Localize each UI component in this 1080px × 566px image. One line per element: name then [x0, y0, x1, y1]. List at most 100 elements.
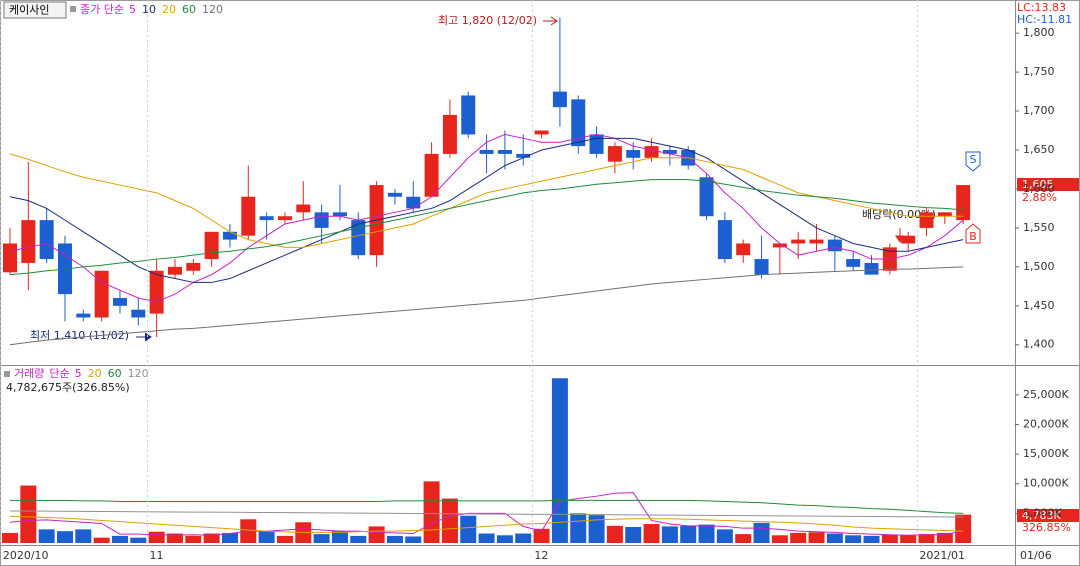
volume-bar: [386, 535, 403, 543]
moving-average-line: [9, 179, 964, 276]
volume-bar: [2, 532, 18, 543]
ticker-name: 케이사인: [9, 4, 49, 17]
volume-bar: [111, 535, 128, 543]
candle-body: [387, 192, 402, 197]
volume-bar: [680, 525, 697, 543]
legend-entry: 5: [75, 367, 82, 380]
volume-bar: [955, 514, 972, 543]
moving-average-line: [9, 492, 964, 536]
y-tick-label: 1,600: [1023, 182, 1055, 195]
y-tick-label: 1,400: [1023, 338, 1055, 351]
candle-body: [461, 95, 476, 135]
volume-bar: [753, 522, 770, 543]
candle-body: [131, 309, 146, 318]
legend-entry: 120: [202, 3, 223, 16]
volume-bar: [313, 534, 330, 543]
volume-summary: 4,782,675주(326.85%): [6, 381, 130, 394]
volume-bar: [570, 513, 587, 543]
volume-bar: [881, 534, 898, 543]
candle-body: [956, 185, 971, 221]
candle-body: [332, 212, 347, 217]
moving-average-line: [9, 266, 964, 346]
volume-ratio: 326.85%: [1022, 521, 1071, 534]
candle-body: [204, 231, 219, 260]
candle-body: [552, 91, 567, 108]
volume-bar: [368, 526, 385, 543]
moving-average-line: [9, 133, 964, 303]
legend-entry: 20: [162, 3, 176, 16]
volume-bar: [588, 515, 605, 543]
candle-body: [827, 239, 842, 252]
volume-bar: [808, 532, 825, 543]
candle-body: [516, 153, 531, 158]
volume-bar: [130, 537, 147, 543]
change-label: 2.88%: [1022, 191, 1057, 204]
moving-average-line: [10, 499, 964, 514]
candle-body: [571, 99, 586, 147]
candle-body: [846, 259, 861, 267]
volume-bar: [166, 533, 183, 543]
y-tick-label: 1,750: [1023, 65, 1055, 78]
volume-bar: [625, 527, 642, 543]
last-price-box: [1017, 178, 1079, 191]
volume-bar: [20, 485, 37, 543]
sell-marker-shape: [965, 151, 981, 172]
volume-bar: [515, 533, 532, 543]
volume-bar: [771, 535, 788, 543]
hc-label: HC:-11.81: [1017, 13, 1072, 26]
x-tick-label: 12: [534, 549, 548, 562]
volume-bar: [148, 531, 165, 543]
volume-bar: [863, 535, 880, 543]
candle-body: [39, 220, 54, 260]
candle-body: [76, 313, 91, 318]
moving-average-line: [10, 510, 964, 518]
volume-legend-icon: [4, 371, 10, 377]
legend-icon: [70, 6, 76, 12]
volume-bar: [405, 536, 422, 543]
y-tick-label: 1,450: [1023, 299, 1055, 312]
legend-entry: 10: [142, 3, 156, 16]
candle-body: [94, 270, 109, 318]
volume-bar: [643, 524, 660, 543]
candle-body: [644, 146, 659, 158]
legend-entry: 60: [182, 3, 196, 16]
volume-bar: [826, 533, 843, 543]
high-arrow: [543, 16, 558, 26]
y-tick-label: 5,000K: [1023, 506, 1062, 519]
candle-body: [479, 150, 494, 154]
volume-bar: [716, 529, 733, 543]
candle-body: [406, 196, 421, 209]
volume-bar: [496, 535, 513, 543]
y-tick-label: 1,550: [1023, 221, 1055, 234]
y-tick-label: 25,000K: [1023, 388, 1069, 401]
volume-bar: [56, 531, 73, 543]
volume-bar: [551, 378, 568, 543]
volume-bar: [258, 531, 275, 543]
last-price: 1,605: [1022, 178, 1054, 191]
volume-bar: [735, 534, 752, 543]
candle-body: [424, 153, 439, 197]
volume-bar: [75, 529, 92, 543]
sell-marker: S: [970, 153, 977, 166]
candle-body: [626, 150, 641, 158]
x-tick-label: 11: [149, 549, 163, 562]
y-tick-label: 1,800: [1023, 26, 1055, 39]
buy-marker: B: [969, 230, 977, 243]
candle-body: [277, 216, 292, 221]
candle-body: [589, 134, 604, 154]
volume-bar: [350, 535, 367, 543]
candle-body: [699, 177, 714, 217]
candle-body: [241, 196, 256, 236]
x-tick-label: 2020/10: [3, 549, 49, 562]
volume-bar: [478, 533, 495, 543]
candle-body: [442, 114, 457, 154]
candle-body: [864, 262, 879, 275]
candle-body: [772, 243, 787, 248]
lc-label: LC:13.83: [1017, 1, 1066, 14]
candle-body: [314, 212, 329, 228]
x-end-label: 01/06: [1020, 549, 1052, 562]
y-tick-label: 1,700: [1023, 104, 1055, 117]
candle-body: [21, 220, 36, 263]
